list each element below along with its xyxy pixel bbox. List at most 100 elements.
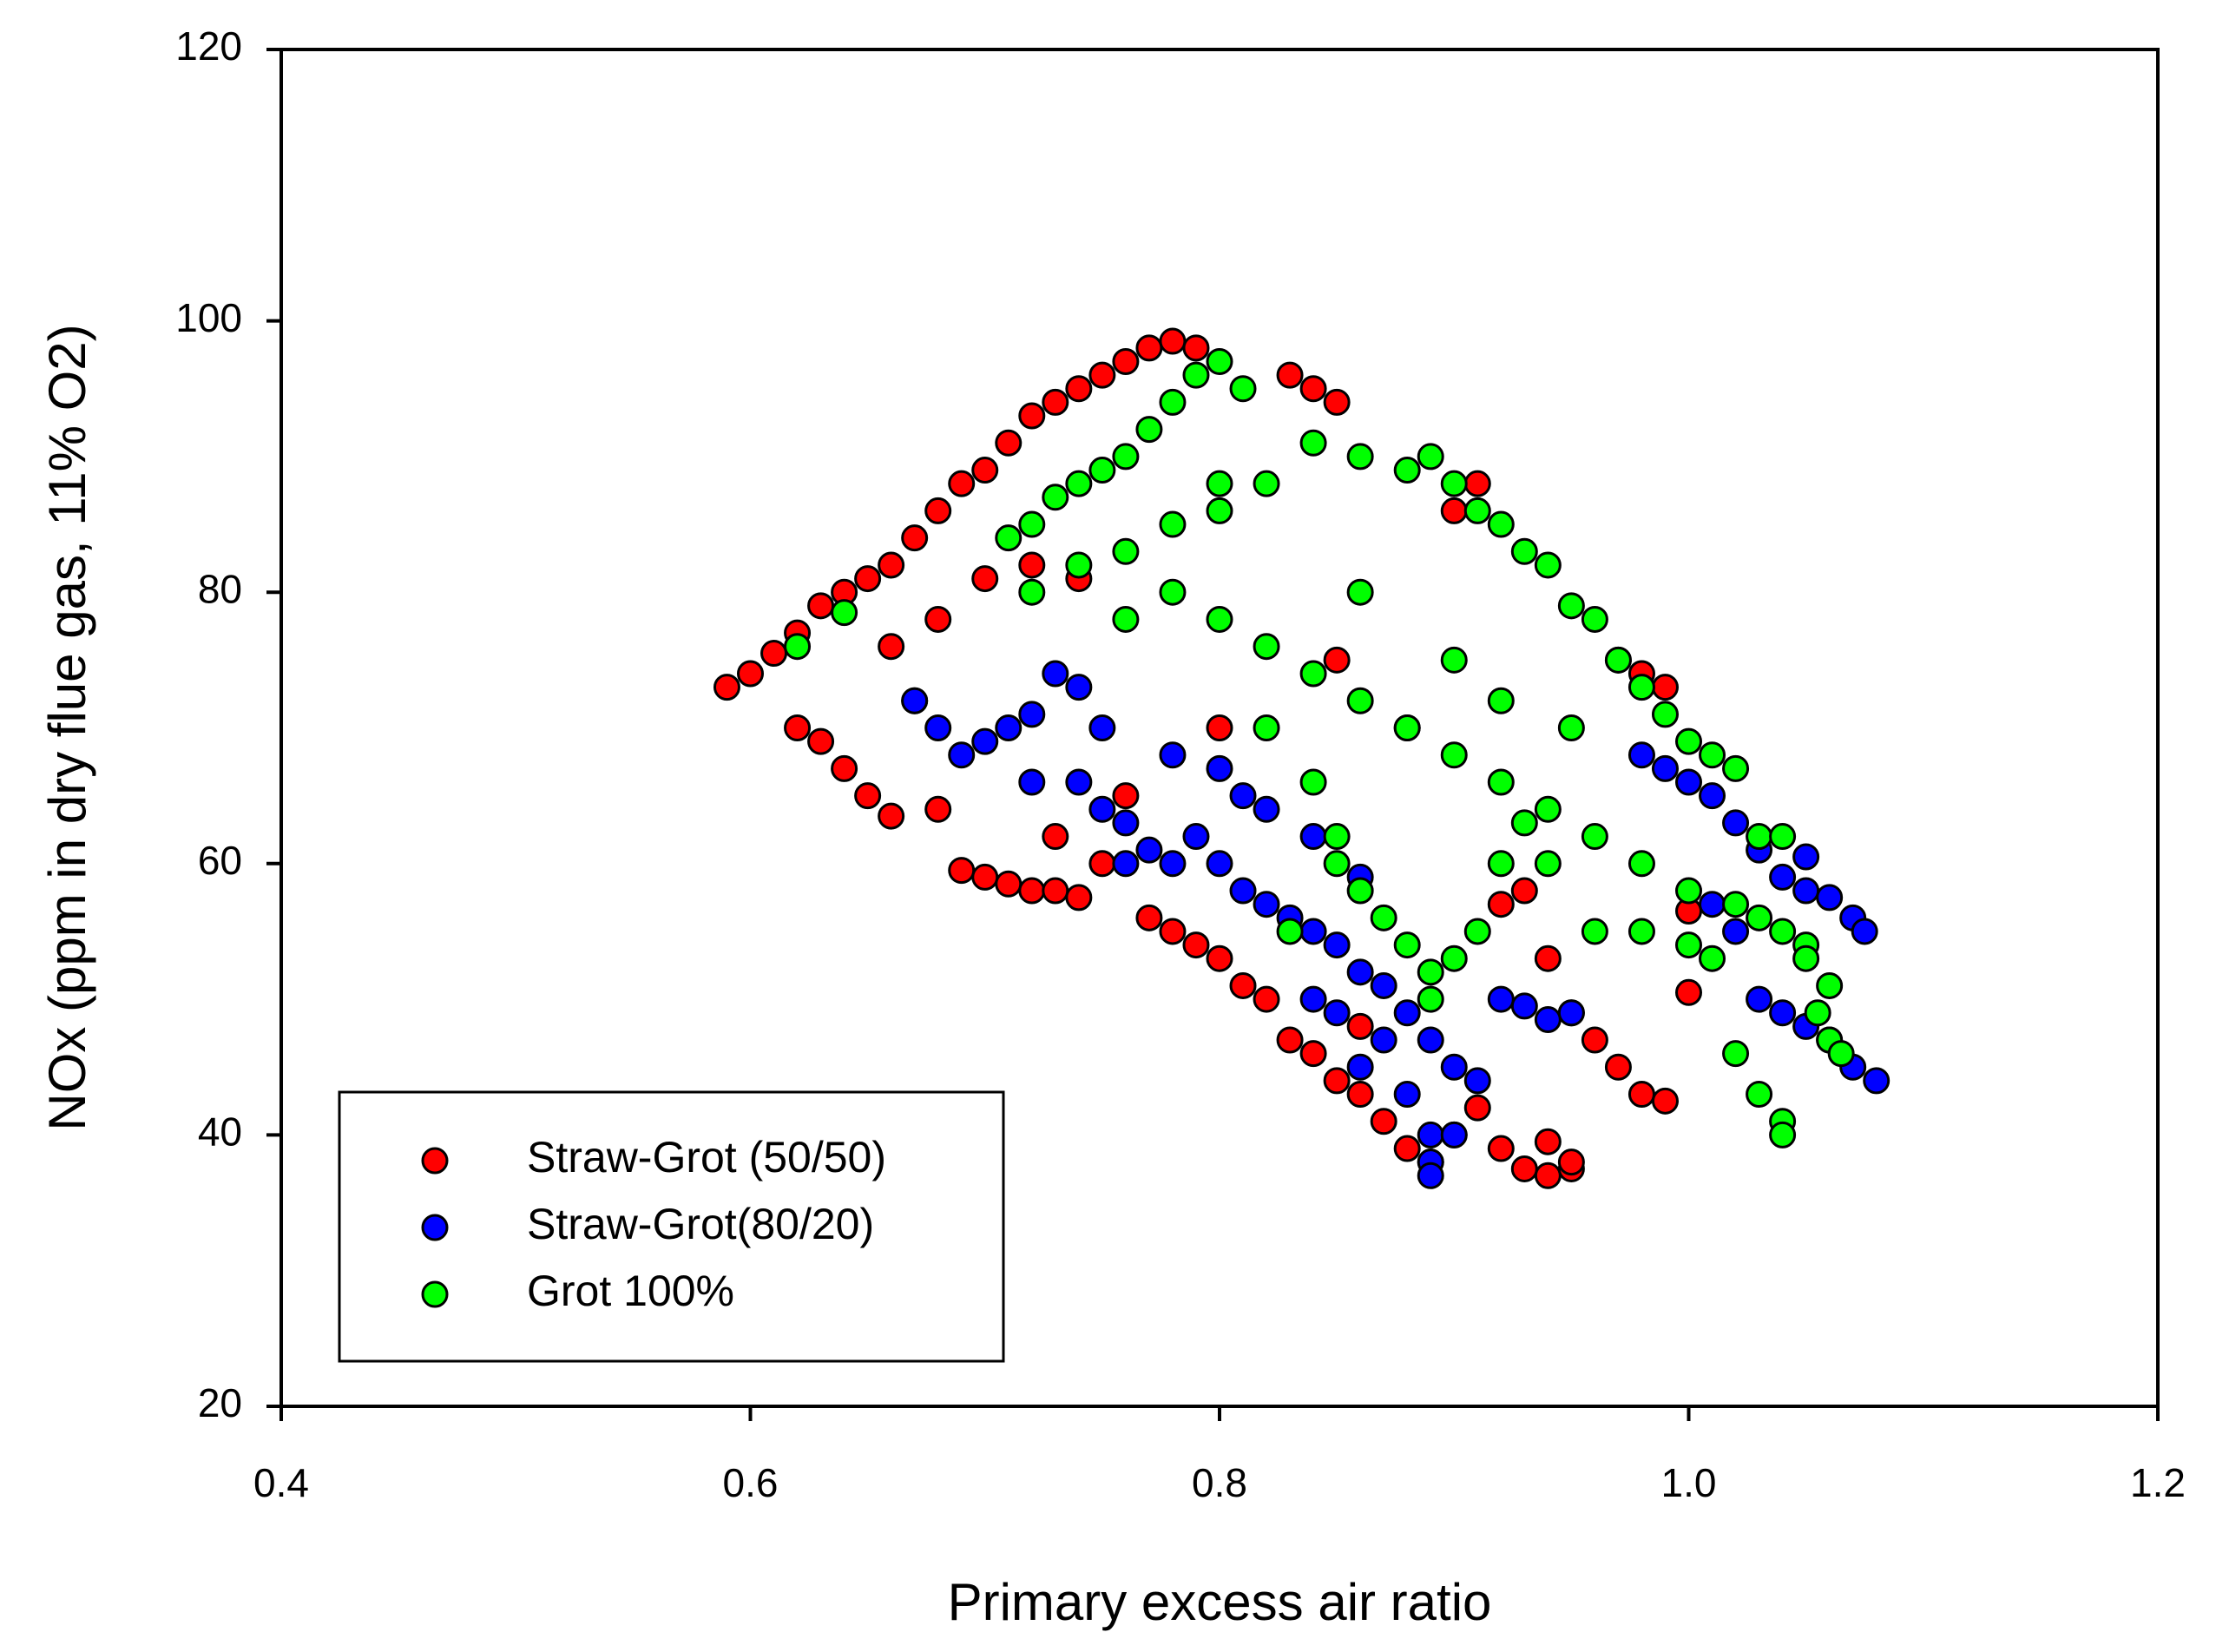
point [1417, 1121, 1444, 1149]
point [1088, 457, 1116, 484]
point [1534, 1128, 1562, 1155]
point [1018, 551, 1046, 579]
point [1206, 347, 1233, 375]
point [1159, 850, 1187, 878]
point [1510, 877, 1538, 905]
point [1581, 605, 1608, 633]
point [1604, 646, 1632, 674]
y-tick-label: 60 [198, 838, 242, 883]
point [1299, 429, 1327, 457]
legend-label: Straw-Grot (50/50) [527, 1133, 886, 1181]
point [948, 857, 976, 885]
point [1346, 578, 1374, 606]
point [1370, 1026, 1397, 1054]
point [1675, 931, 1702, 959]
point [831, 599, 858, 627]
legend-marker [421, 1280, 449, 1308]
point [1206, 714, 1233, 741]
point [1018, 510, 1046, 538]
point [1182, 823, 1210, 851]
point [1253, 633, 1280, 661]
point [1206, 605, 1233, 633]
point [1440, 497, 1468, 524]
point [971, 457, 999, 484]
point [995, 714, 1023, 741]
point [1299, 918, 1327, 945]
point [1229, 375, 1257, 403]
point [1229, 782, 1257, 810]
point [1722, 809, 1750, 837]
point [1253, 795, 1280, 823]
point [1229, 971, 1257, 999]
point [1769, 999, 1797, 1027]
point [1393, 931, 1421, 959]
legend-marker [421, 1214, 449, 1241]
point [1581, 1026, 1608, 1054]
point [1463, 497, 1491, 524]
point [878, 633, 905, 661]
point [995, 870, 1023, 898]
y-tick-label: 20 [198, 1380, 242, 1425]
point [854, 782, 882, 810]
point [1746, 823, 1773, 851]
point [1417, 1162, 1444, 1189]
point [924, 795, 952, 823]
point [1769, 863, 1797, 891]
point [1346, 958, 1374, 986]
point [1042, 823, 1069, 851]
point [1722, 918, 1750, 945]
x-tick-label: 1.0 [1661, 1460, 1717, 1505]
point [1088, 714, 1116, 741]
point [1581, 823, 1608, 851]
point [1135, 904, 1163, 931]
x-tick-label: 0.4 [253, 1460, 309, 1505]
point [1299, 660, 1327, 688]
point [1746, 985, 1773, 1013]
point [1534, 551, 1562, 579]
point [1487, 510, 1515, 538]
point [1417, 958, 1444, 986]
point [737, 660, 764, 688]
point [1042, 388, 1069, 416]
point [1323, 850, 1351, 878]
point [878, 551, 905, 579]
point [1487, 891, 1515, 918]
point [1627, 918, 1655, 945]
point [1253, 470, 1280, 497]
point [1135, 836, 1163, 864]
point [924, 497, 952, 524]
legend-marker [421, 1147, 449, 1175]
y-axis-title: NOx (ppm in dry flue gas, 11% O2) [38, 324, 96, 1130]
point [1299, 375, 1327, 403]
point [1276, 361, 1304, 389]
point [1112, 443, 1140, 471]
point [1417, 1026, 1444, 1054]
point [1487, 768, 1515, 796]
point [1417, 443, 1444, 471]
point [1651, 674, 1679, 701]
x-tick-label: 0.6 [723, 1460, 779, 1505]
point [1299, 823, 1327, 851]
point [971, 727, 999, 755]
point [948, 470, 976, 497]
point [1851, 918, 1878, 945]
point [1159, 510, 1187, 538]
x-tick-label: 0.8 [1192, 1460, 1247, 1505]
point [1323, 999, 1351, 1027]
point [1816, 884, 1844, 912]
point [1651, 701, 1679, 728]
point [1323, 1067, 1351, 1095]
point [1323, 931, 1351, 959]
legend-label: Grot 100% [527, 1267, 734, 1315]
point [1042, 877, 1069, 905]
point [971, 565, 999, 593]
point [1675, 727, 1702, 755]
point [1018, 578, 1046, 606]
point [1018, 402, 1046, 430]
point [1440, 470, 1468, 497]
point [1746, 904, 1773, 931]
point [1792, 944, 1820, 972]
point [1534, 795, 1562, 823]
point [1393, 1135, 1421, 1162]
